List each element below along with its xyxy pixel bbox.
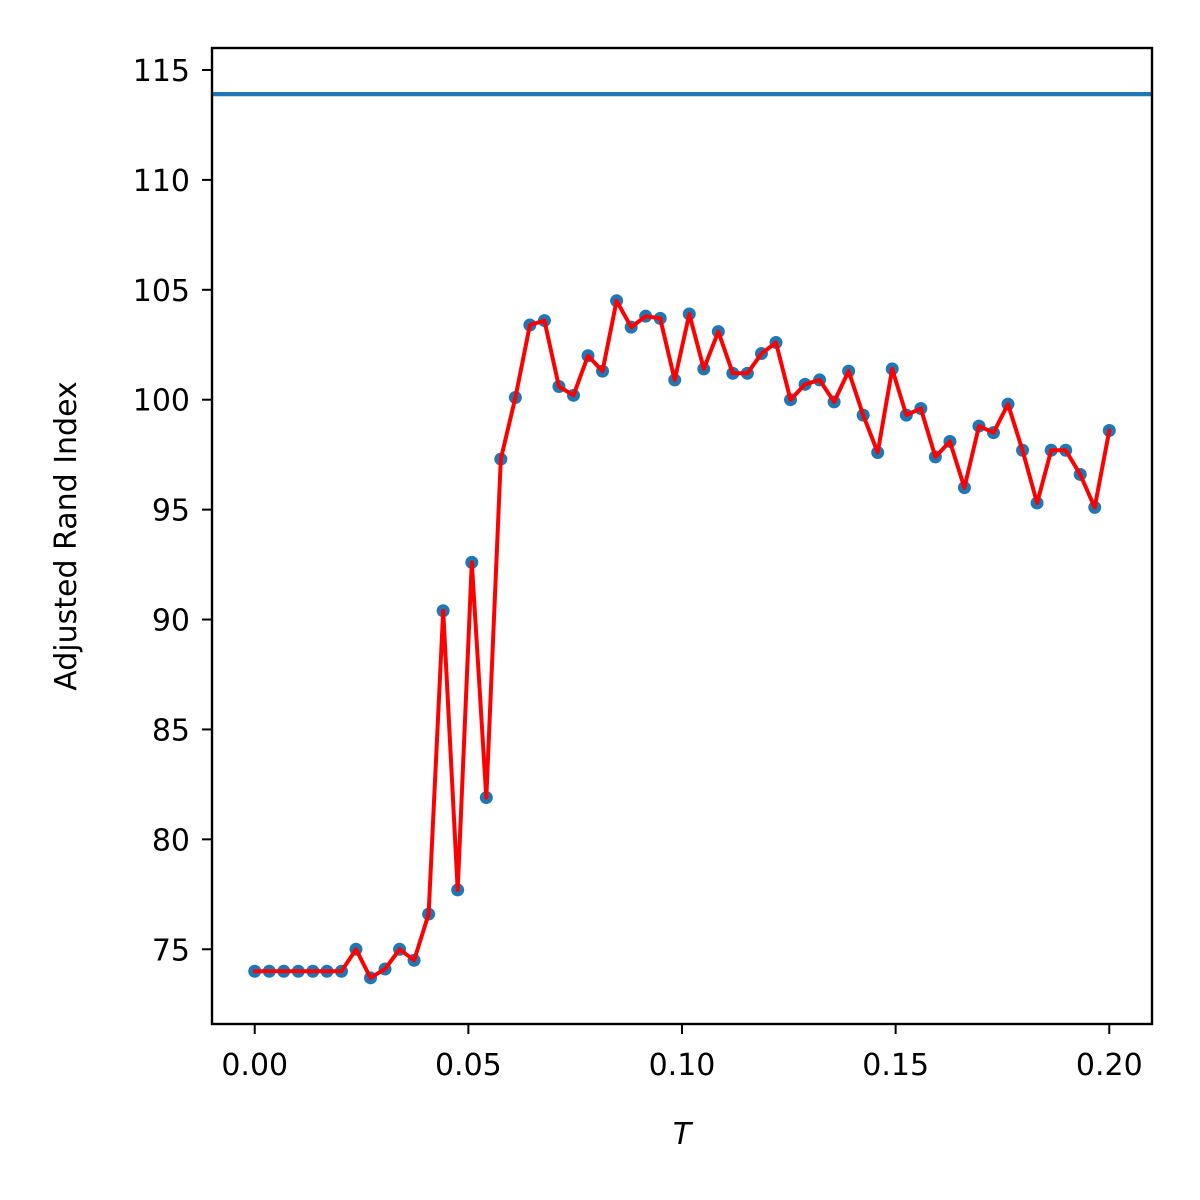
y-tick-label: 115 <box>133 54 190 89</box>
series-line-layer <box>252 298 1112 980</box>
x-tick-label: 0.05 <box>435 1048 502 1083</box>
x-tick-label: 0.10 <box>649 1048 716 1083</box>
plot-frame <box>210 46 1154 1026</box>
x-tick-label: 0.20 <box>1076 1048 1143 1083</box>
scatter-points-layer <box>248 294 1116 985</box>
x-axis-label: T <box>673 1117 694 1152</box>
y-tick-label: 95 <box>152 494 190 529</box>
y-tick-label: 110 <box>133 164 190 199</box>
x-tick-label: 0.15 <box>862 1048 929 1083</box>
y-tick-label: 90 <box>152 604 190 639</box>
y-tick-label: 80 <box>152 823 190 858</box>
x-tick-label: 0.00 <box>221 1048 288 1083</box>
x-axis-ticks: 0.00 0.05 0.10 0.15 0.20 <box>221 1024 1143 1083</box>
y-tick-label: 105 <box>133 274 190 309</box>
y-tick-label: 100 <box>133 384 190 419</box>
series-line <box>252 298 1112 980</box>
y-tick-label: 75 <box>152 933 190 968</box>
y-axis-ticks: 75 80 85 90 95 100 105 110 115 <box>133 54 212 968</box>
y-axis-label: Adjusted Rand Index <box>49 381 84 691</box>
y-tick-label: 85 <box>152 713 190 748</box>
